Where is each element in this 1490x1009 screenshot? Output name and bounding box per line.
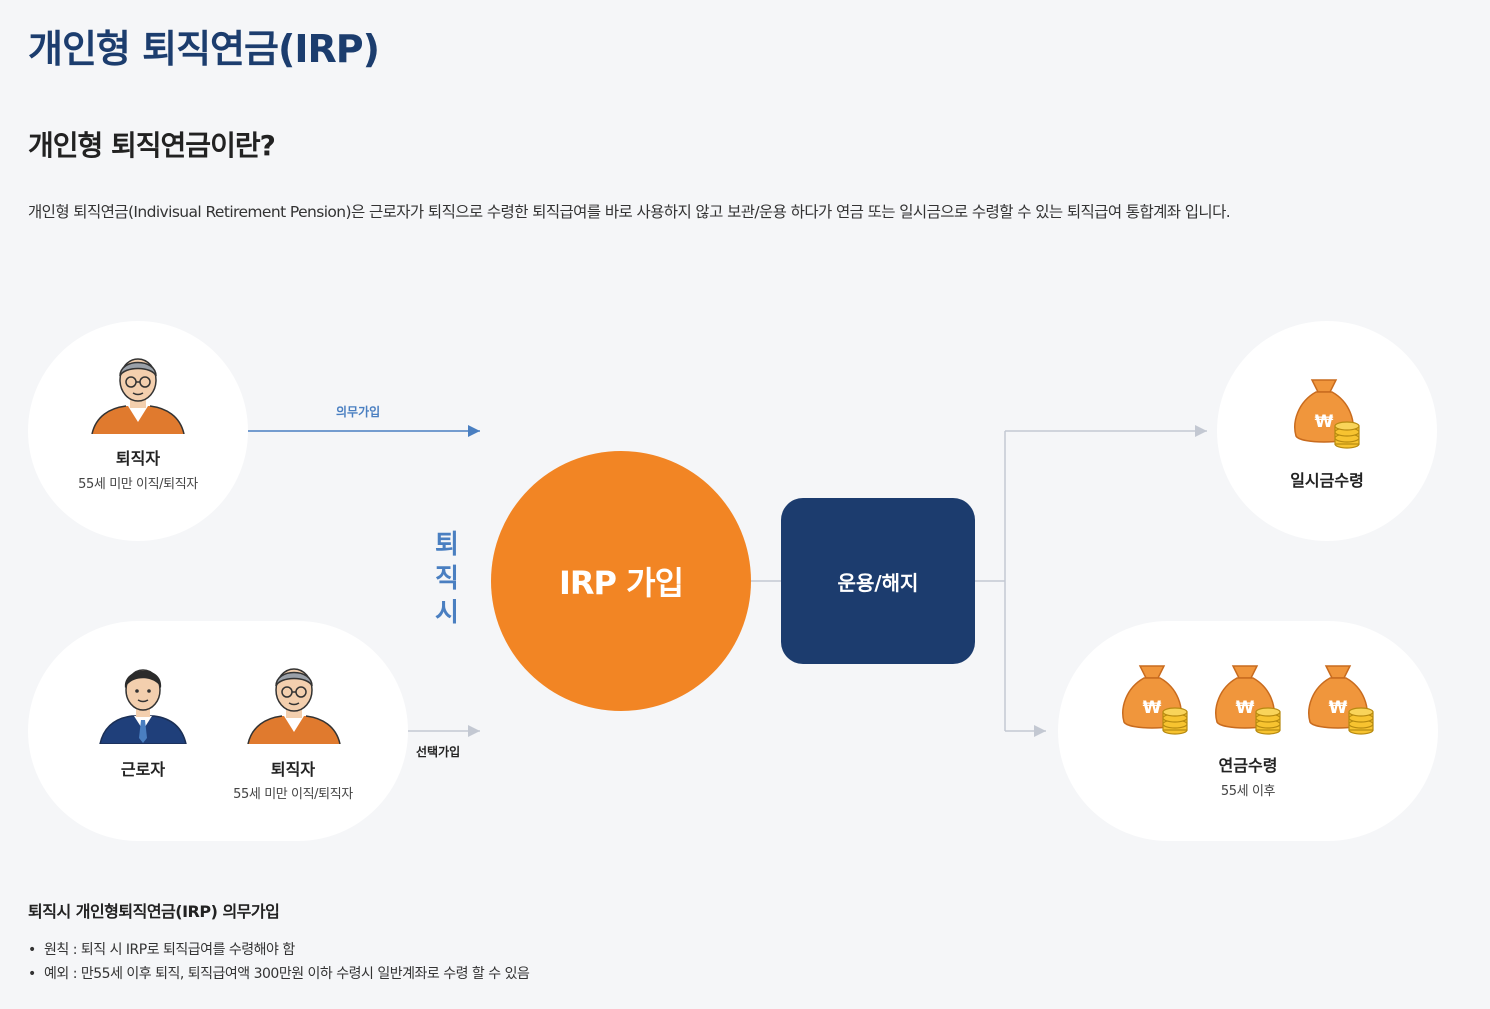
worker-icon — [99, 669, 187, 744]
money-bag-icon: ₩ — [1215, 665, 1281, 735]
section-title: 개인형 퇴직연금이란? — [28, 129, 276, 162]
vertical-char: 퇴 — [435, 530, 459, 560]
note-item-principle: 원칙 : 퇴직 시 IRP로 퇴직급여를 수령해야 함 — [28, 938, 529, 962]
money-bag-icon: ₩ — [1294, 379, 1360, 449]
page-title: 개인형 퇴직연금(IRP) — [28, 27, 380, 71]
coin-stack-icon — [1334, 421, 1360, 449]
note-item-exception: 예외 : 만55세 이후 퇴직, 퇴직급여액 300만원 이하 수령시 일반계좌… — [28, 962, 530, 986]
money-bag-icon: ₩ — [1122, 665, 1188, 735]
pension-bubble — [1058, 621, 1438, 841]
optional-retiree-label: 퇴직자 — [270, 760, 316, 779]
intro-text: 개인형 퇴직연금(Indivisual Retirement Pension)은… — [28, 203, 1231, 221]
notes-list: 원칙 : 퇴직 시 IRP로 퇴직급여를 수령해야 함 예외 : 만55세 이후… — [28, 938, 530, 986]
won-symbol: ₩ — [1143, 698, 1162, 718]
won-symbol: ₩ — [1329, 698, 1348, 718]
coin-stack-icon — [1348, 707, 1374, 735]
pension-label: 연금수령 — [1218, 756, 1278, 775]
lump-sum-label: 일시금수령 — [1290, 471, 1364, 490]
elderly-man-icon — [91, 358, 185, 434]
pension-sub: 55세 이후 — [1220, 784, 1276, 799]
optional-arrow-label: 선택가입 — [416, 745, 461, 759]
notes-title: 퇴직시 개인형퇴직연금(IRP) 의무가입 — [28, 902, 280, 921]
vertical-char: 직 — [435, 564, 459, 594]
vertical-char: 시 — [435, 598, 459, 628]
irp-join-label: IRP 가입 — [558, 564, 684, 602]
optional-retiree-sub: 55세 미만 이직/퇴직자 — [233, 787, 353, 802]
mandatory-person-sub: 55세 미만 이직/퇴직자 — [78, 477, 198, 492]
mandatory-person-label: 퇴직자 — [115, 449, 161, 468]
irp-join-circle: IRP 가입 — [491, 451, 751, 711]
optional-bubble — [28, 621, 408, 841]
coin-stack-icon — [1255, 707, 1281, 735]
mandatory-arrow-label: 의무가입 — [336, 405, 381, 419]
worker-label: 근로자 — [120, 760, 166, 779]
won-symbol: ₩ — [1236, 698, 1255, 718]
elderly-man-icon — [247, 668, 341, 744]
won-symbol: ₩ — [1315, 412, 1334, 432]
money-bag-icon: ₩ — [1308, 665, 1374, 735]
operation-termination-box: 운용/해지 — [781, 498, 975, 664]
on-retirement-vertical-text: 퇴 직 시 — [430, 528, 464, 630]
coin-stack-icon — [1162, 707, 1188, 735]
ops-label: 운용/해지 — [837, 570, 919, 595]
